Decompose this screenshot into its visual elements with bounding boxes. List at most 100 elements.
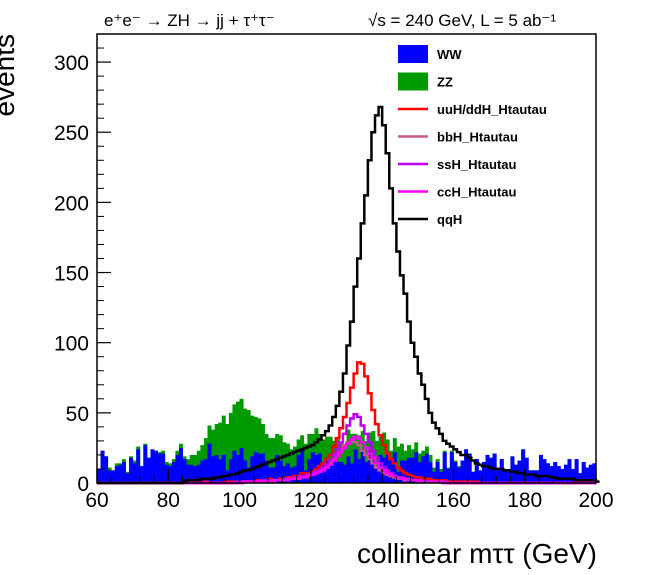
histogram-bar <box>342 464 347 483</box>
histogram-bar <box>278 435 283 483</box>
histogram-bar <box>335 439 340 483</box>
histogram-bar <box>321 463 326 483</box>
histogram-bar <box>296 454 301 483</box>
y-tick-label: 250 <box>54 122 89 145</box>
histogram-bar <box>496 467 501 483</box>
x-tick-label: 180 <box>507 489 542 512</box>
histogram-bar <box>104 456 109 483</box>
legend-item-ww: WW <box>398 45 462 63</box>
histogram-bar <box>506 468 511 483</box>
histogram-bar <box>399 460 404 483</box>
histogram-bar <box>342 445 347 483</box>
histogram-bar <box>260 453 265 483</box>
legend-label: bbH_Htautau <box>437 130 518 145</box>
histogram-bar <box>307 433 312 483</box>
histogram-bar <box>585 467 590 483</box>
histogram-bar <box>325 457 330 483</box>
histogram-bar <box>339 461 344 483</box>
step-line-qqh <box>97 105 600 485</box>
histogram-bar <box>464 449 469 483</box>
histogram-bar <box>307 459 312 483</box>
histogram-bar <box>200 460 205 483</box>
histogram-bar <box>385 454 390 483</box>
histogram-bar <box>232 404 237 483</box>
histogram-bar <box>442 452 447 483</box>
x-tick-label: 140 <box>365 489 400 512</box>
legend-swatch <box>398 45 428 63</box>
histogram-bar <box>367 450 372 483</box>
axes: 60 80 100 120 140 160 180 200 0 50 100 150 200 250 300 <box>54 33 614 512</box>
histogram-bar <box>264 460 269 483</box>
y-tick-label: 0 <box>77 473 89 496</box>
histogram-bar <box>417 461 422 483</box>
histogram-bar <box>414 452 419 483</box>
histogram-bar <box>581 461 586 483</box>
histogram-bar <box>588 464 593 483</box>
histogram-bar <box>114 466 119 483</box>
histogram-bar <box>578 473 583 483</box>
histogram-bar <box>221 454 226 483</box>
histogram-bar <box>236 401 240 483</box>
histogram-bar <box>196 464 201 483</box>
histogram-bar <box>300 449 305 483</box>
histogram-bar <box>243 460 248 483</box>
histogram-bar <box>285 463 290 483</box>
histogram-bar <box>549 466 554 483</box>
chart-subtitle: √s = 240 GeV, L = 5 ab⁻¹ <box>368 11 556 30</box>
histogram-bar <box>503 468 508 483</box>
histogram-bar <box>364 461 369 483</box>
histogram-bar <box>246 410 251 483</box>
y-axis-label: events <box>0 34 20 117</box>
histogram-bar <box>471 471 476 483</box>
histogram-bar <box>467 453 472 483</box>
histogram-bar <box>171 461 176 483</box>
histogram-bar <box>243 408 248 483</box>
chart-title: e⁺e⁻ → ZH → jj + τ⁺τ⁻ <box>104 11 275 30</box>
y-tick-label: 150 <box>54 263 89 286</box>
histogram-bar <box>111 470 116 483</box>
histogram-bar <box>268 438 273 483</box>
x-axis-label: collinear mττ (GeV) <box>357 538 597 569</box>
histogram-bar <box>257 418 262 483</box>
histogram-bar <box>203 459 208 483</box>
histogram-bar <box>275 454 280 483</box>
histogram-bar <box>524 457 529 483</box>
legend-label: WW <box>437 47 462 62</box>
histogram-bar <box>350 433 355 483</box>
histogram-bar <box>143 445 148 483</box>
y-tick-label: 300 <box>54 52 89 75</box>
histogram-bar <box>481 461 486 483</box>
histogram-bar <box>246 467 251 483</box>
histogram-bar <box>592 463 597 483</box>
histogram-bar <box>396 446 401 483</box>
histogram-bar <box>182 459 187 483</box>
histogram-bar <box>474 459 479 483</box>
histogram-bar <box>107 470 112 483</box>
legend-item-cch-htautau: ccH_Htautau <box>398 185 517 200</box>
histogram-bar <box>310 452 315 483</box>
histogram-bar <box>407 457 412 483</box>
histogram-bar <box>282 466 287 483</box>
histogram-bar <box>146 457 151 483</box>
histogram-bar <box>392 452 397 483</box>
histogram-bar <box>218 459 223 483</box>
histogram-bar <box>432 471 437 483</box>
x-tick-label: 120 <box>293 489 328 512</box>
histogram-bar <box>236 454 240 483</box>
histogram-bar <box>546 463 551 483</box>
histogram-bar <box>456 467 461 483</box>
x-tick-label: 200 <box>578 489 613 512</box>
histogram-bar <box>531 470 536 483</box>
histogram-bar <box>378 454 383 483</box>
histogram-bar <box>510 456 515 483</box>
histogram-bar <box>350 463 355 483</box>
histogram-bar <box>225 424 230 483</box>
histogram-bar <box>132 463 137 483</box>
histogram-bar <box>239 447 244 483</box>
histogram-bar <box>499 459 504 483</box>
legend-label: ssH_Htautau <box>437 157 517 172</box>
histogram-bar <box>232 450 237 483</box>
histogram-bar <box>421 456 426 483</box>
histogram-bar <box>278 460 283 483</box>
histogram-bar <box>271 467 276 483</box>
